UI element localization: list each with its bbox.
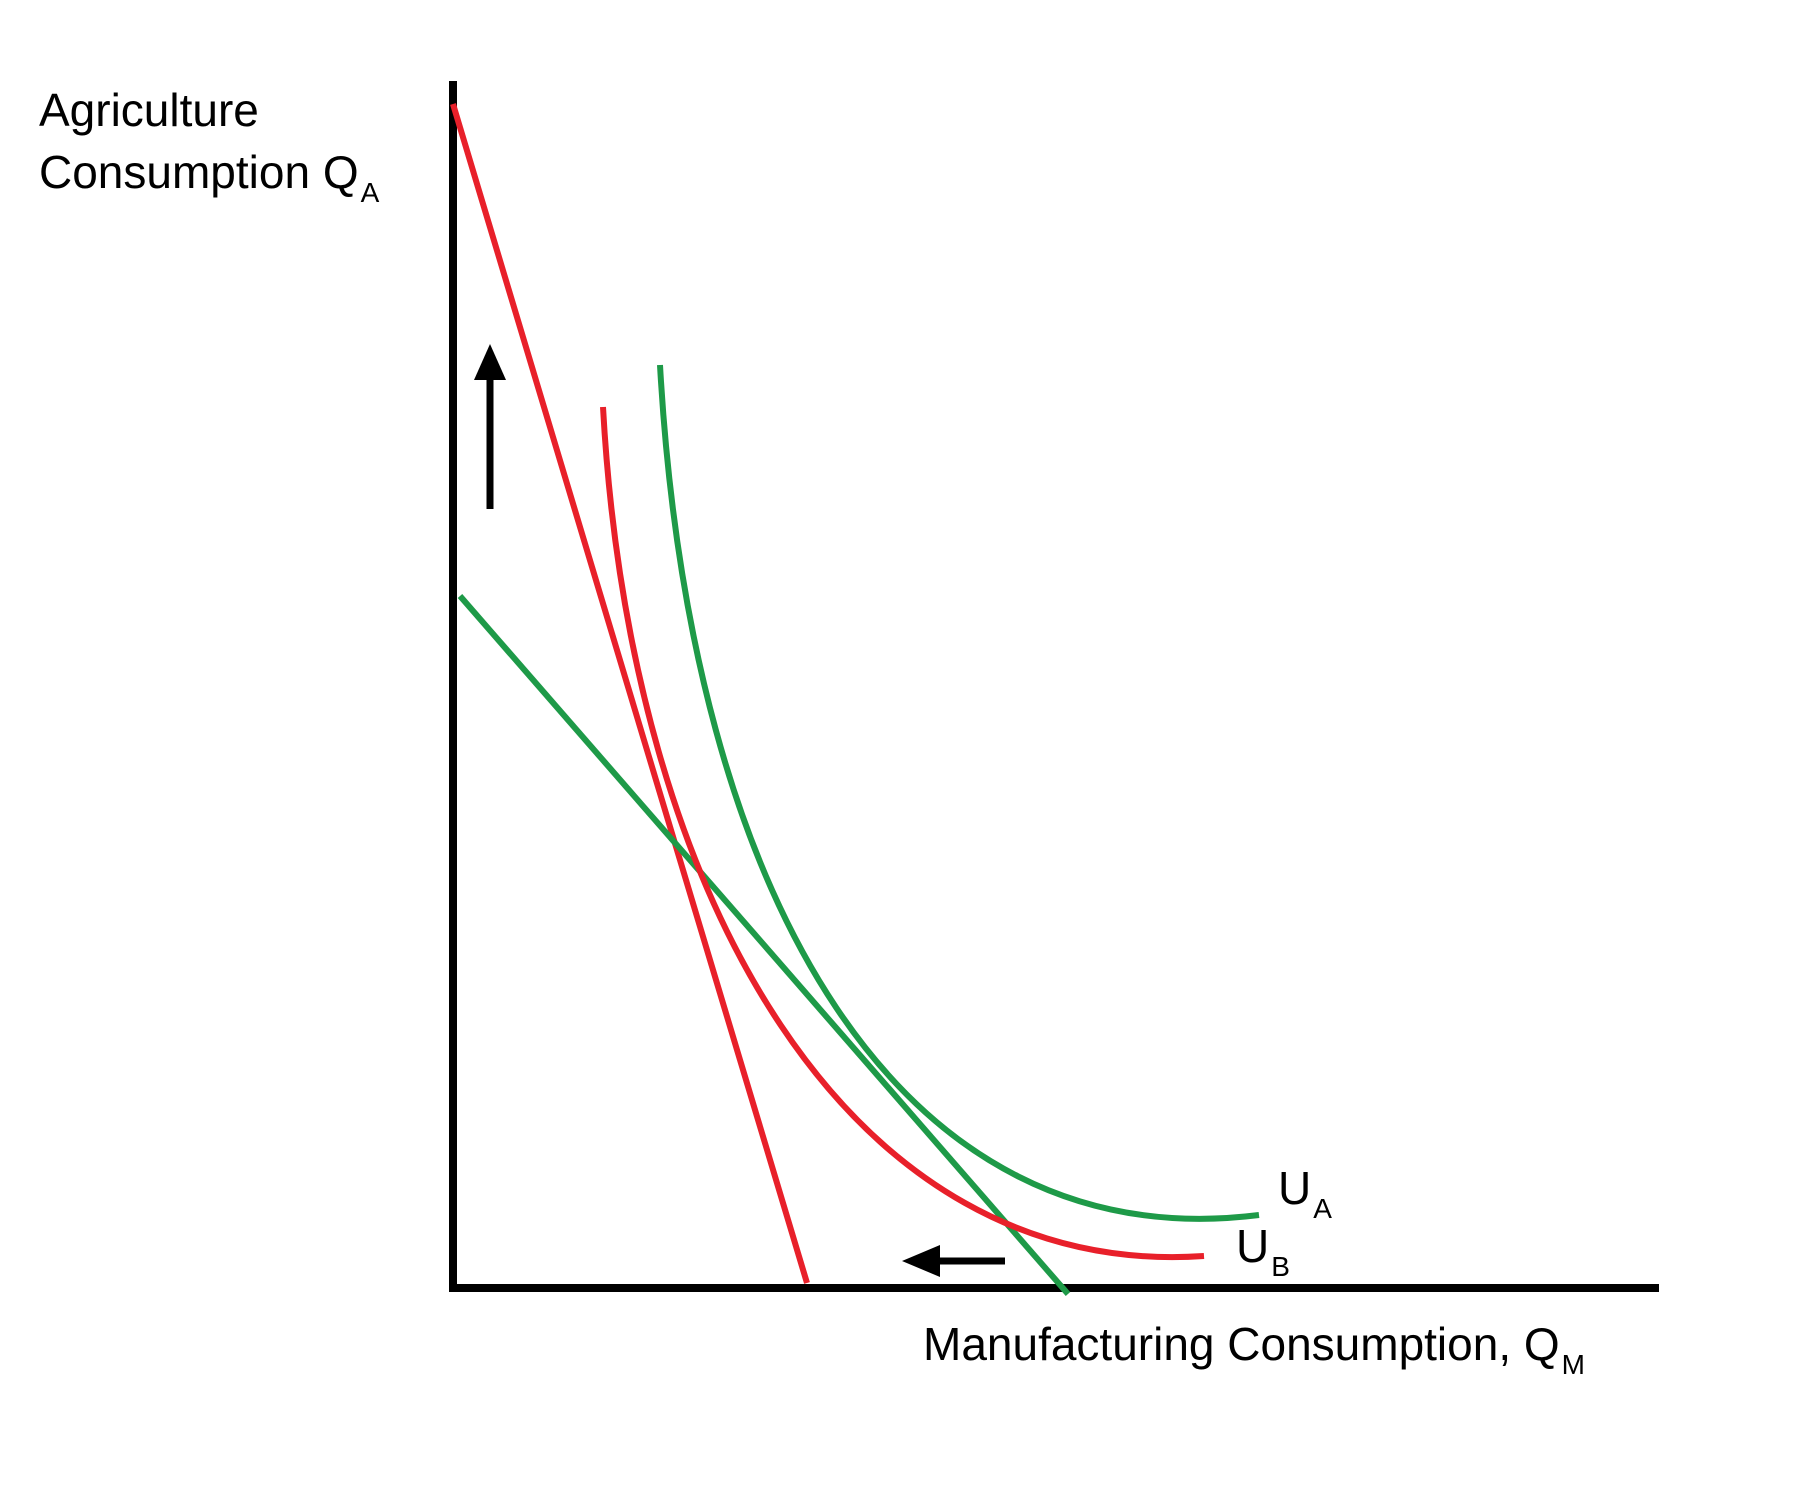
indifference-curve-b [600,406,1205,1261]
y-axis-label: Agriculture [39,84,259,136]
x-axis-label-text: Manufacturing Consumption, Q [923,1318,1560,1370]
up-arrow-head [474,344,506,380]
left-arrow-head [902,1245,940,1277]
x-axis-label-sub: M [1562,1349,1585,1380]
green-budget-line [457,594,1071,1296]
curve-label-text: U [1236,1220,1269,1272]
indifference-curve-a [657,364,1260,1222]
red-budget-line [450,103,810,1284]
curve-label: UB [1236,1220,1290,1282]
curve-label-text: U [1278,1162,1311,1214]
curve-label: UA [1278,1162,1332,1224]
curve-label-sub: A [1313,1193,1332,1224]
curve-label-sub: B [1271,1251,1290,1282]
y-axis-label: Consumption QA [39,146,380,208]
x-axis-label: Manufacturing Consumption, QM [923,1318,1585,1380]
y-axis-label-sub: A [361,177,380,208]
y-axis-label-text: Consumption Q [39,146,359,198]
